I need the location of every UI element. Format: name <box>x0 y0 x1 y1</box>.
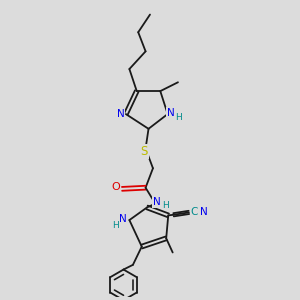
Text: N: N <box>167 108 175 118</box>
Text: S: S <box>140 145 148 158</box>
Text: H: H <box>176 112 182 122</box>
Text: N: N <box>119 214 127 224</box>
Text: H: H <box>162 201 169 210</box>
Text: N: N <box>153 197 160 207</box>
Text: C: C <box>190 207 198 218</box>
Text: H: H <box>112 221 119 230</box>
Text: N: N <box>117 109 124 119</box>
Text: O: O <box>111 182 120 192</box>
Text: N: N <box>200 207 208 217</box>
